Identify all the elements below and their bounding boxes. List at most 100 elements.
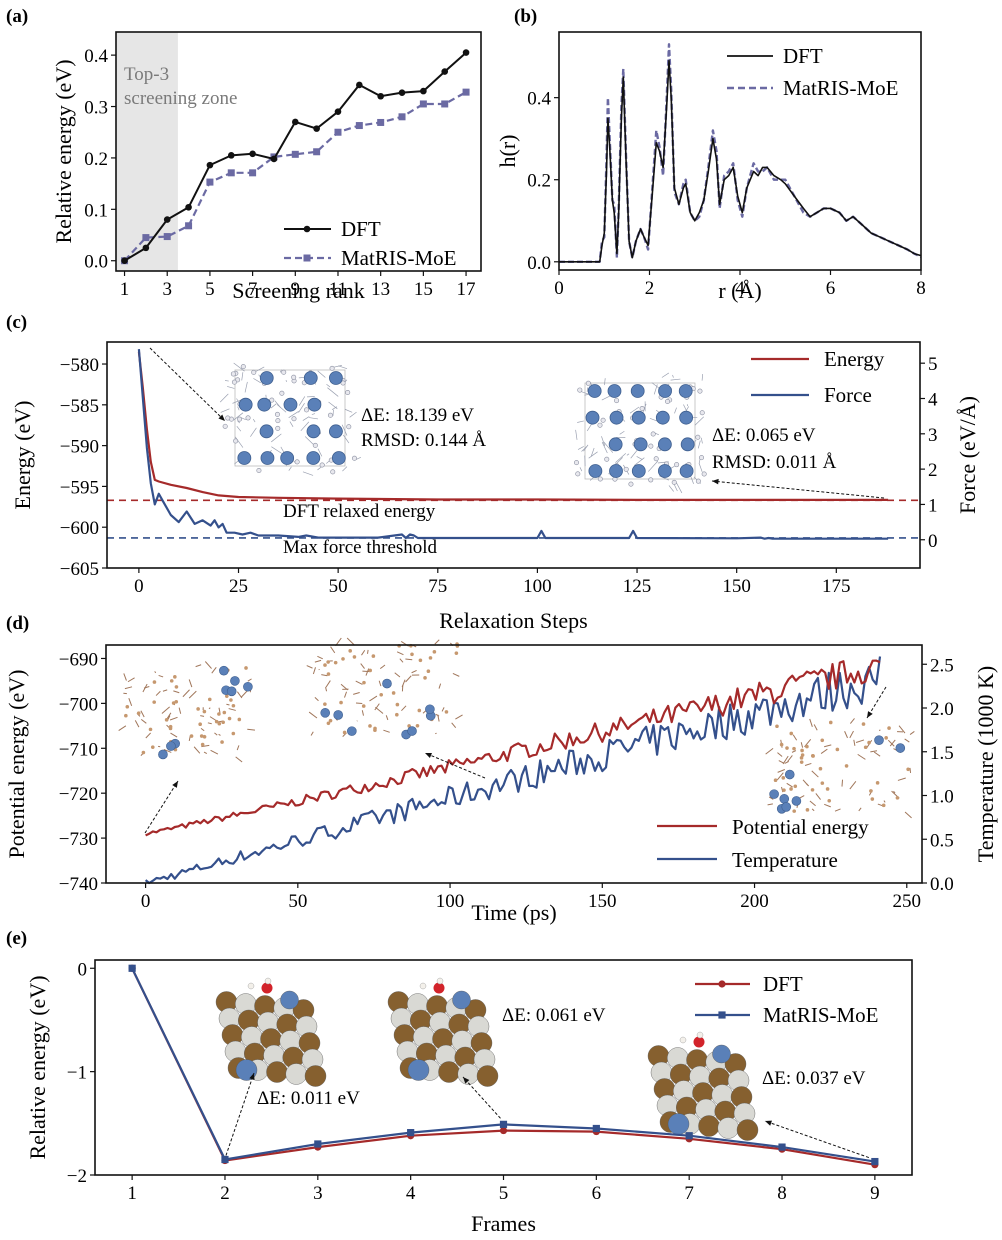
bond — [271, 433, 282, 443]
dft-marker — [334, 108, 342, 115]
legend-energy-label: Energy — [824, 347, 885, 371]
atom-sphere-blue — [712, 1044, 731, 1064]
x-tick-label: 6 — [592, 1183, 602, 1204]
atom-large — [657, 437, 672, 452]
bond — [308, 417, 319, 420]
bond — [434, 639, 440, 645]
y-right-tick-label: 2 — [928, 460, 938, 481]
atom-metal — [407, 726, 417, 736]
atom-carbon — [231, 703, 236, 708]
atom-carbon — [410, 652, 414, 657]
atom-carbon — [224, 694, 229, 698]
atom-carbon — [244, 666, 248, 670]
bond — [140, 710, 145, 718]
atom-carbon — [323, 702, 327, 706]
bond — [234, 436, 244, 448]
bond — [385, 715, 389, 721]
atom-carbon — [884, 736, 888, 740]
bond — [824, 744, 832, 748]
bond — [236, 745, 240, 751]
bond — [441, 707, 445, 712]
y-tick-label: 0.1 — [84, 200, 108, 221]
atom-metal — [784, 769, 795, 780]
y-tick-label: −595 — [60, 477, 99, 498]
atom-small — [695, 434, 701, 440]
matris-marker — [128, 964, 136, 972]
arrow-head — [425, 752, 432, 758]
atom-carbon — [124, 713, 128, 718]
panel-b-chart: 0 2 4 6 8 0.0 0.2 0.4 r (Å) h(r) DFT MatRIS-MoE — [495, 31, 926, 303]
bond — [236, 425, 242, 432]
bond — [302, 416, 310, 421]
atom-carbon — [793, 784, 798, 789]
bond — [163, 749, 172, 753]
y-tick-label: 0.0 — [84, 252, 108, 273]
matris-marker — [871, 1157, 879, 1166]
atom-carbon — [818, 766, 823, 771]
atom-carbon — [418, 658, 423, 663]
atom-small — [699, 455, 705, 461]
atom-metal — [895, 743, 906, 753]
legend-potential-energy-label: Potential energy — [732, 815, 869, 839]
bond — [776, 772, 784, 781]
bond — [193, 746, 201, 754]
bond — [302, 471, 314, 476]
bond — [396, 651, 404, 656]
bond — [630, 448, 639, 459]
oxygen-atom — [261, 982, 273, 994]
legend-matris-label: MatRIS-MoE — [783, 76, 899, 100]
bond — [399, 658, 404, 663]
atom-carbon — [202, 734, 207, 739]
bond — [698, 463, 703, 473]
bond — [784, 761, 789, 764]
atom-carbon — [202, 709, 207, 714]
atom-sphere — [457, 1063, 479, 1085]
atom-large — [238, 397, 253, 412]
bond — [143, 685, 150, 689]
atom-sphere-blue — [280, 990, 299, 1010]
atom-carbon — [237, 717, 242, 722]
atom-small — [319, 462, 325, 468]
atom-large — [679, 410, 694, 425]
atom-carbon — [805, 808, 810, 812]
atom-large — [306, 451, 321, 465]
bond — [701, 374, 704, 381]
unit-cell-box — [234, 369, 346, 467]
initial-mof-inset — [118, 661, 256, 763]
atom-small — [585, 380, 591, 386]
x-tick-label: 5 — [205, 279, 215, 300]
atom-large — [303, 371, 318, 385]
oxygen-atom — [433, 982, 445, 994]
bond — [820, 748, 828, 754]
atom-carbon — [217, 712, 221, 716]
bond — [298, 396, 306, 406]
x-tick-label: 6 — [826, 278, 836, 299]
dft-marker — [499, 1126, 508, 1135]
matris-marker — [249, 169, 257, 177]
atom-sphere-blue — [235, 1059, 258, 1081]
bond — [405, 658, 413, 661]
bond — [325, 680, 331, 688]
bond — [815, 793, 821, 800]
frame5-structure-inset — [387, 977, 499, 1087]
atom-small — [294, 459, 300, 465]
bond — [118, 725, 127, 731]
x-tick-label: 1 — [127, 1183, 137, 1204]
atom-small — [291, 374, 297, 380]
atom-carbon — [844, 764, 849, 768]
atom-carbon — [169, 679, 174, 683]
atom-carbon — [870, 797, 875, 801]
atom-small — [699, 410, 705, 416]
arrow-head — [867, 711, 873, 718]
bond — [697, 440, 701, 449]
atom-carbon — [454, 651, 459, 655]
bond — [270, 403, 277, 409]
atom-sphere — [698, 1115, 720, 1137]
atom-carbon — [835, 747, 840, 752]
atom-carbon — [887, 726, 891, 730]
legend-force-label: Force — [824, 383, 872, 407]
atom-carbon — [863, 745, 868, 750]
bond — [298, 402, 305, 413]
atom-carbon — [867, 740, 871, 745]
bond — [811, 770, 819, 778]
